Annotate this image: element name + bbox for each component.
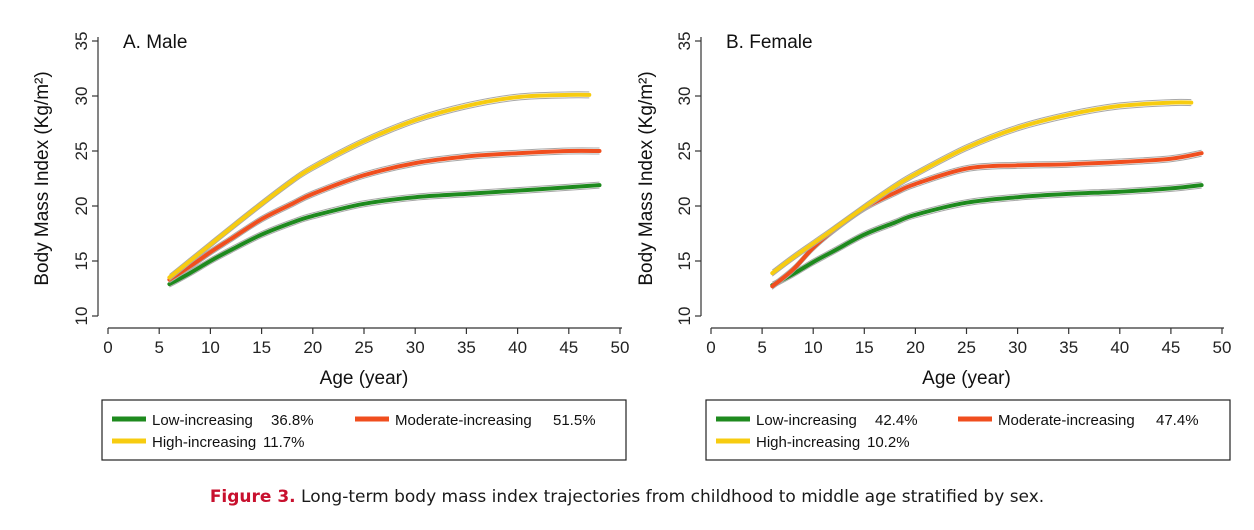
ci-lower-line-low bbox=[169, 187, 600, 288]
ci-upper-line-high bbox=[771, 98, 1192, 271]
y-tick-label: 25 bbox=[675, 142, 694, 161]
x-tick-label: 45 bbox=[1161, 338, 1180, 357]
ci-upper-line-moderate bbox=[771, 149, 1202, 284]
x-tick-label: 50 bbox=[611, 338, 630, 357]
ci-upper-line-high bbox=[169, 91, 590, 275]
panel-title: B. Female bbox=[726, 32, 813, 53]
series-line-low bbox=[770, 183, 1204, 288]
x-tick-label: 30 bbox=[1008, 338, 1027, 357]
ci-upper-line-moderate bbox=[169, 147, 600, 278]
ci-upper-line-low bbox=[772, 181, 1202, 283]
legend-label-high: High-increasing bbox=[152, 434, 256, 451]
series-line-high bbox=[167, 92, 592, 280]
legend-label-low: Low-increasing bbox=[756, 412, 857, 429]
y-tick-label: 15 bbox=[675, 252, 694, 271]
x-tick-label: 25 bbox=[957, 338, 976, 357]
legend-share-low: 36.8% bbox=[271, 412, 314, 429]
legend-share-low: 42.4% bbox=[875, 412, 918, 429]
y-tick-label: 20 bbox=[675, 197, 694, 216]
figure-label: Figure 3. bbox=[209, 487, 296, 507]
x-tick-label: 5 bbox=[154, 338, 163, 357]
legend-share-moderate: 47.4% bbox=[1156, 412, 1199, 429]
y-tick-label: 25 bbox=[72, 142, 91, 161]
x-tick-label: 40 bbox=[1110, 338, 1129, 357]
y-tick-label: 20 bbox=[72, 197, 91, 216]
x-tick-label: 15 bbox=[855, 338, 874, 357]
y-tick-label: 35 bbox=[72, 32, 91, 51]
x-tick-label: 15 bbox=[252, 338, 271, 357]
x-tick-label: 50 bbox=[1213, 338, 1232, 357]
x-tick-label: 45 bbox=[559, 338, 578, 357]
x-axis-title: Age (year) bbox=[922, 368, 1011, 389]
x-tick-label: 10 bbox=[201, 338, 220, 357]
x-tick-label: 40 bbox=[508, 338, 527, 357]
ci-lower-line-high bbox=[771, 104, 1192, 277]
ci-upper-line-low bbox=[169, 181, 600, 282]
y-tick-label: 10 bbox=[675, 307, 694, 326]
x-tick-label: 0 bbox=[706, 338, 715, 357]
legend-box bbox=[101, 399, 627, 461]
y-tick-label: 15 bbox=[72, 252, 91, 271]
ci-lower-line-moderate bbox=[771, 155, 1202, 290]
x-axis-title: Age (year) bbox=[320, 368, 409, 389]
figure-caption: Figure 3. Long-term body mass index traj… bbox=[0, 487, 1254, 507]
x-tick-label: 35 bbox=[1059, 338, 1078, 357]
x-tick-label: 30 bbox=[406, 338, 425, 357]
x-tick-label: 0 bbox=[103, 338, 112, 357]
y-axis-title: Body Mass Index (Kg/m²) bbox=[32, 71, 53, 285]
legend-share-high: 10.2% bbox=[867, 434, 910, 451]
x-tick-label: 20 bbox=[303, 338, 322, 357]
x-tick-label: 5 bbox=[757, 338, 766, 357]
y-tick-label: 30 bbox=[72, 87, 91, 106]
x-tick-label: 10 bbox=[804, 338, 823, 357]
series-line-high bbox=[770, 100, 1194, 276]
y-tick-label: 30 bbox=[675, 87, 694, 106]
panel-title: A. Male bbox=[123, 32, 187, 53]
y-tick-label: 35 bbox=[675, 32, 694, 51]
y-axis-title: Body Mass Index (Kg/m²) bbox=[636, 71, 657, 285]
chart-panel-female: 10 15 20 25 30 35 0 5 10 15 20 25 30 35 40 45 50 Age (yea… bbox=[636, 32, 1232, 461]
ci-lower-line-moderate bbox=[169, 153, 600, 284]
series-line-moderate bbox=[770, 151, 1204, 289]
x-tick-label: 35 bbox=[457, 338, 476, 357]
chart-panel-male: 10 15 20 25 30 35 0 5 10 15 20 25 30 35 40 45 50 Age (yea… bbox=[32, 32, 630, 461]
ci-lower-line-high bbox=[169, 97, 590, 281]
legend-box bbox=[705, 399, 1231, 461]
series-line-moderate bbox=[167, 148, 602, 282]
ci-lower-line-low bbox=[772, 187, 1202, 289]
series-line-low bbox=[167, 183, 602, 287]
legend-share-moderate: 51.5% bbox=[553, 412, 596, 429]
legend-label-moderate: Moderate-increasing bbox=[395, 412, 532, 429]
y-tick-label: 10 bbox=[72, 307, 91, 326]
figure-caption-text: Long-term body mass index trajectories f… bbox=[295, 487, 1045, 507]
legend-label-moderate: Moderate-increasing bbox=[998, 412, 1135, 429]
legend-label-high: High-increasing bbox=[756, 434, 860, 451]
x-tick-label: 20 bbox=[906, 338, 925, 357]
legend-share-high: 11.7% bbox=[263, 434, 304, 451]
legend-label-low: Low-increasing bbox=[152, 412, 253, 429]
x-tick-label: 25 bbox=[355, 338, 374, 357]
